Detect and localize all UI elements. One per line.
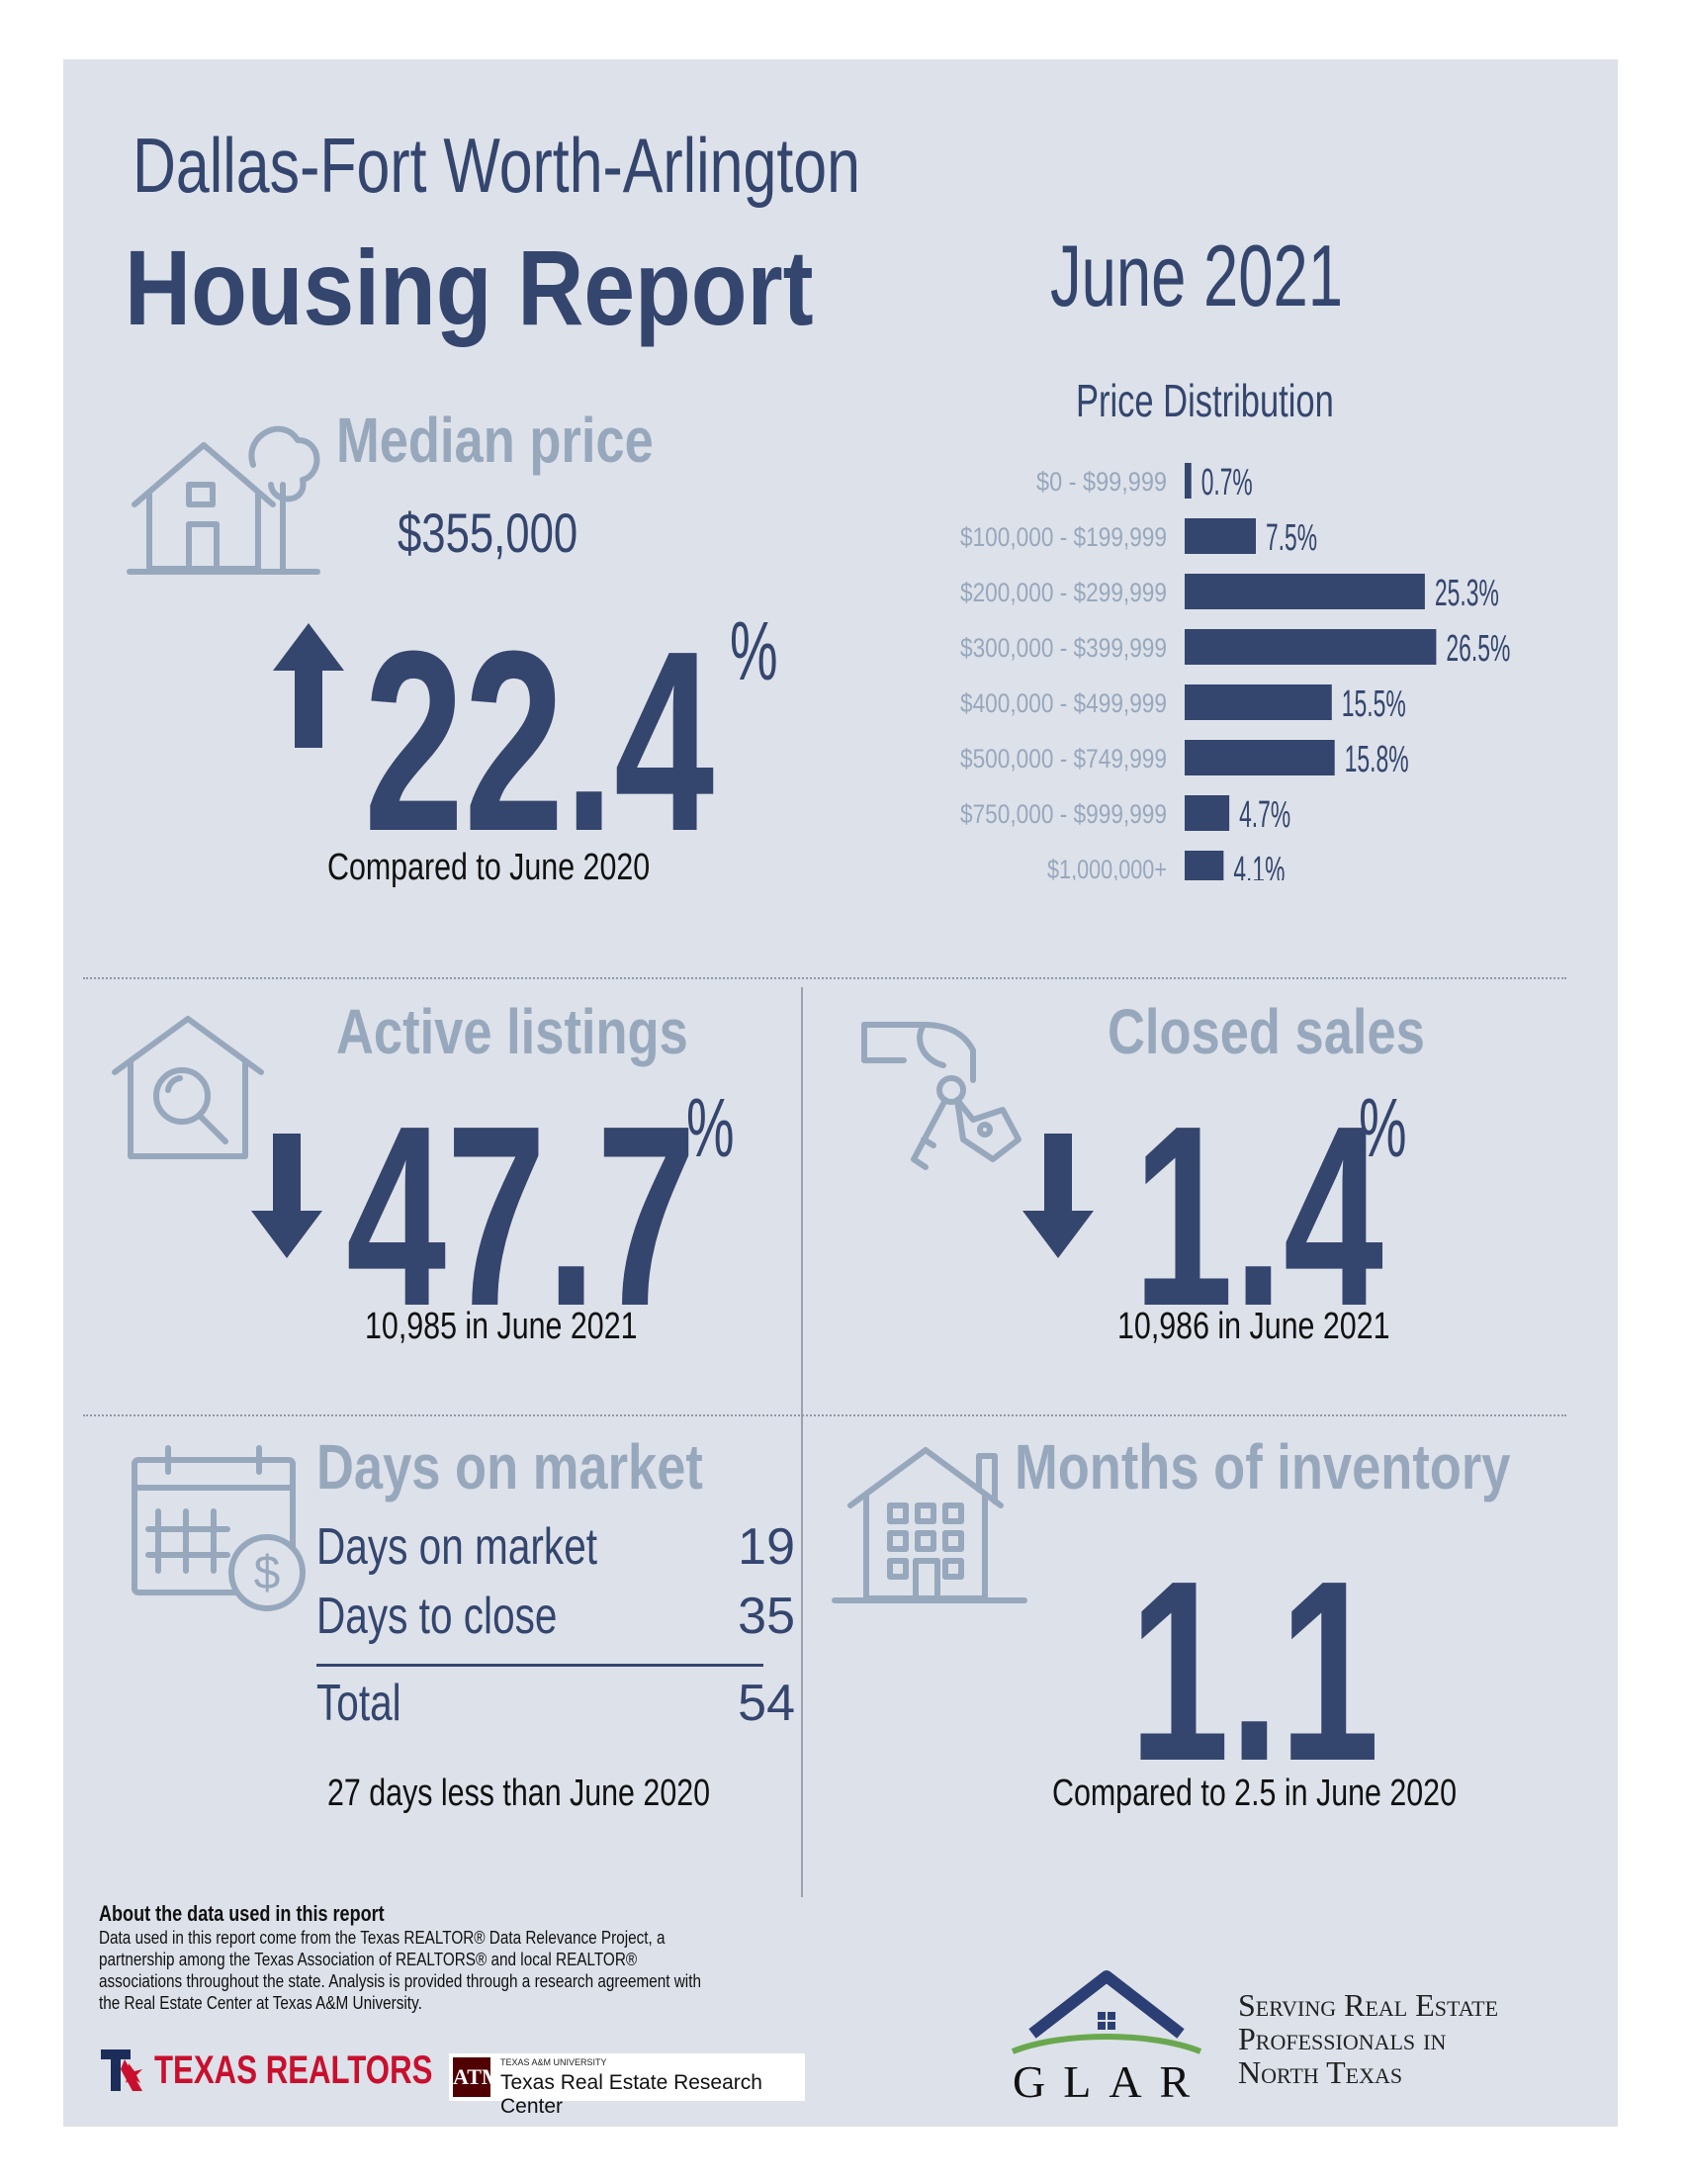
months-inventory-value: 1.1	[1129, 1528, 1380, 1815]
tagline-line-1: Serving Real Estate	[1238, 1987, 1499, 2023]
price-bar	[1185, 518, 1256, 554]
texas-realtors-logo: TEXAS REALTORS	[99, 2046, 511, 2095]
report-date: June 2021	[1050, 227, 1343, 324]
report-title: Housing Report	[125, 228, 814, 347]
median-price-note: Compared to June 2020	[327, 847, 651, 888]
hand-keys-icon	[854, 1011, 1032, 1194]
price-bar-value-label: 4.7%	[1239, 794, 1290, 836]
dom-row-value: 19	[738, 1518, 795, 1576]
median-price-percent-sign: %	[730, 604, 778, 697]
glar-wordmark: GLAR	[1013, 2056, 1208, 2107]
price-range-label: $200,000 - $299,999	[960, 578, 1167, 607]
about-title: About the data used in this report	[99, 1901, 385, 1926]
days-on-market-note: 27 days less than June 2020	[327, 1773, 711, 1814]
about-text: Data used in this report come from the T…	[99, 1928, 701, 2013]
price-bar	[1185, 463, 1192, 499]
price-range-label: $750,000 - $999,999	[960, 799, 1167, 829]
price-range-label: $300,000 - $399,999	[960, 633, 1167, 663]
price-range-label: $1,000,000+	[1047, 855, 1167, 880]
price-range-label: $100,000 - $199,999	[960, 522, 1167, 552]
house-tree-icon	[125, 415, 322, 584]
price-range-label: $500,000 - $749,999	[960, 744, 1167, 774]
arrow-up-icon	[273, 623, 344, 753]
divider-top	[83, 977, 1566, 979]
median-price-change: 22.4	[364, 598, 715, 885]
price-bar-value-label: 0.7%	[1201, 462, 1253, 503]
active-listings-change: 47.7	[346, 1073, 697, 1360]
divider-vertical	[801, 987, 803, 1897]
svg-text:$: $	[254, 1547, 281, 1599]
days-on-market-title: Days on market	[316, 1431, 703, 1502]
building-icon	[831, 1440, 1028, 1613]
price-bar-value-label: 15.5%	[1342, 683, 1406, 725]
tagline-line-3: North Texas	[1238, 2054, 1403, 2090]
arrow-down-icon	[251, 1134, 322, 1263]
dtc-row-value: 35	[738, 1588, 795, 1645]
price-range-label: $400,000 - $499,999	[960, 688, 1167, 718]
price-bar	[1185, 740, 1335, 775]
arrow-down-icon	[1022, 1134, 1094, 1263]
texas-realtors-mark-icon	[101, 2049, 142, 2091]
calendar-dollar-icon: $	[129, 1442, 316, 1625]
report-region-title: Dallas-Fort Worth-Arlington	[133, 122, 860, 209]
closed-sales-percent-sign: %	[1359, 1081, 1407, 1174]
price-range-label: $0 - $99,999	[1036, 467, 1167, 497]
glar-logo: GLAR	[1003, 1958, 1210, 2107]
tamu-mark-icon: ATM	[453, 2057, 502, 2097]
price-bar-value-label: 4.1%	[1233, 850, 1285, 880]
texas-realtors-wordmark: TEXAS REALTORS	[154, 2048, 433, 2092]
price-distribution-title: Price Distribution	[1076, 375, 1334, 426]
price-bar-value-label: 26.5%	[1446, 628, 1510, 670]
total-rule	[316, 1664, 763, 1667]
total-label: Total	[316, 1675, 401, 1732]
glar-tagline: Serving Real Estate Professionals in Nor…	[1238, 1988, 1498, 2089]
price-bar	[1185, 795, 1230, 831]
price-bar	[1185, 574, 1425, 609]
price-bar	[1185, 629, 1437, 665]
total-value: 54	[738, 1675, 795, 1732]
dom-row-label: Days on market	[316, 1518, 598, 1576]
months-inventory-note: Compared to 2.5 in June 2020	[1052, 1773, 1457, 1814]
closed-sales-title: Closed sales	[1108, 996, 1425, 1067]
closed-sales-note: 10,986 in June 2021	[1117, 1306, 1390, 1347]
house-search-icon	[109, 1013, 267, 1166]
median-price-title: Median price	[336, 405, 654, 476]
price-bar-value-label: 15.8%	[1345, 739, 1409, 780]
price-bar	[1185, 851, 1224, 880]
tagline-line-2: Professionals in	[1238, 2021, 1447, 2056]
price-bar-value-label: 7.5%	[1266, 517, 1317, 559]
closed-sales-change: 1.4	[1133, 1073, 1384, 1360]
median-price-value: $355,000	[398, 501, 578, 564]
active-listings-percent-sign: %	[686, 1081, 735, 1174]
glar-house-icon	[1011, 1970, 1202, 2054]
report-panel: Dallas-Fort Worth-Arlington Housing Repo…	[63, 59, 1618, 2127]
active-listings-note: 10,985 in June 2021	[365, 1306, 638, 1347]
divider-middle	[83, 1414, 1566, 1416]
price-distribution-chart: $0 - $99,999 0.7% $100,000 - $199,999 7.5% $…	[960, 462, 1510, 880]
months-inventory-title: Months of inventory	[1015, 1431, 1511, 1502]
tamu-center-text: Texas Real Estate Research Center	[500, 2071, 762, 2118]
price-bar	[1185, 684, 1332, 720]
active-listings-title: Active listings	[336, 996, 688, 1067]
tamu-university-text: TEXAS A&M UNIVERSITY	[500, 2057, 607, 2067]
price-bar-value-label: 25.3%	[1435, 573, 1499, 614]
dtc-row-label: Days to close	[316, 1588, 558, 1645]
tamu-logo: ATM TEXAS A&M UNIVERSITY Texas Real Esta…	[449, 2053, 805, 2118]
